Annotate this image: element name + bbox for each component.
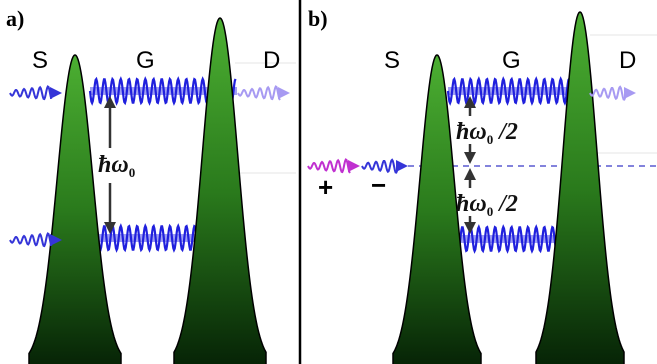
panel-b-drain-label: D [619, 47, 636, 74]
panel-b-drain-barrier [535, 11, 625, 364]
panel-b-gate-label: G [502, 47, 521, 74]
panel-b-upper-energy-arrow [464, 96, 476, 164]
panel-a-outgoing-photon [237, 85, 290, 101]
panel-b-upper-wave [446, 76, 589, 106]
panel-a-incoming-photon-lower [9, 232, 62, 248]
panel-b-minus-photon [361, 158, 408, 174]
panel-b-tag: b) [308, 6, 328, 31]
panel-b-plus-photon [307, 158, 360, 174]
panel-a-incoming-photon-upper [9, 85, 62, 101]
panel-a-gate-label: G [136, 47, 155, 74]
panel-a: a) S G D ħω0 [6, 6, 290, 364]
panel-b-plus-sign: + [318, 172, 333, 202]
panel-b-outgoing-photon [589, 85, 636, 101]
panel-b-lower-energy-arrow [464, 168, 476, 234]
panel-b: b) S G D + − [307, 6, 657, 364]
panel-a-drain-label: D [263, 47, 280, 74]
panel-a-drain-barrier [173, 17, 267, 364]
panel-a-energy-arrow [104, 96, 116, 234]
panel-b-minus-sign: − [371, 170, 386, 200]
panel-a-source-label: S [32, 47, 48, 74]
panel-b-source-label: S [384, 47, 400, 74]
panel-b-source-barrier [392, 54, 482, 364]
panel-b-lower-energy-label: ħω0 /2 [456, 191, 518, 219]
panel-b-upper-energy-label: ħω0 /2 [456, 119, 518, 147]
panel-a-source-barrier [28, 54, 122, 364]
panel-a-energy-label: ħω0 [98, 152, 135, 180]
background-guides [235, 34, 657, 174]
panel-a-tag: a) [6, 6, 24, 31]
